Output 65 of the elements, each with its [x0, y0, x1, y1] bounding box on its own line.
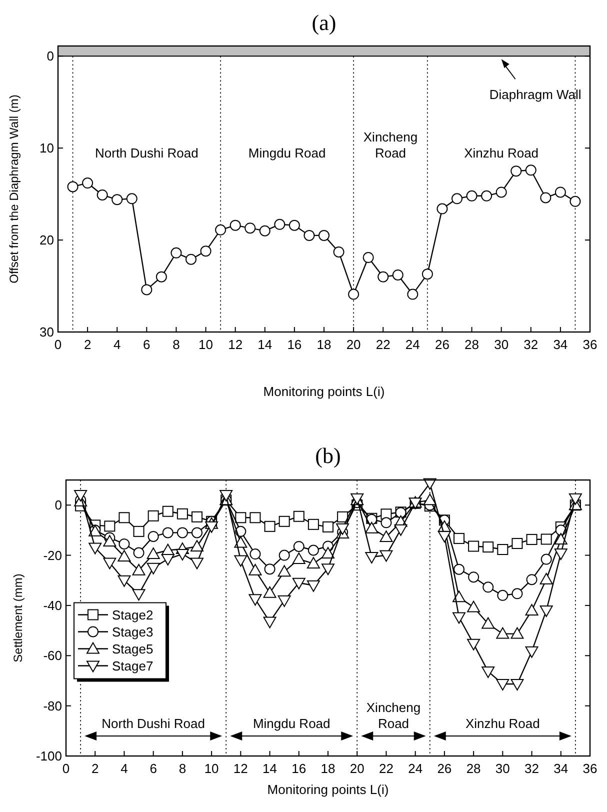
x-tick-label: 10 [204, 761, 219, 776]
x-tick-label: 36 [582, 761, 598, 776]
annotation: Diaphragm Wall [489, 87, 582, 102]
x-tick-label: 26 [437, 761, 452, 776]
x-tick-label: 8 [178, 761, 186, 776]
x-tick-label: 2 [84, 337, 92, 352]
x-tick-label: 2 [91, 761, 99, 776]
x-tick-label: 30 [494, 337, 509, 352]
annotation: Xincheng Road [363, 129, 418, 160]
x-tick-label: 34 [554, 761, 568, 776]
x-tick-label: 32 [524, 761, 540, 776]
x-tick-label: 14 [262, 761, 278, 776]
x-tick-label: 20 [346, 337, 361, 352]
y-tick-label: -60 [43, 648, 62, 664]
x-tick-label: 18 [320, 761, 336, 776]
x-tick-label: 28 [466, 761, 481, 776]
x-tick-label: 30 [495, 761, 510, 776]
x-tick-label: 4 [113, 337, 121, 352]
x-axis-title: Monitoring points L(i) [267, 782, 389, 797]
x-tick-label: 22 [378, 761, 394, 776]
x-tick-label: 28 [464, 337, 480, 352]
y-tick-label: -80 [43, 698, 62, 714]
x-tick-label: 24 [405, 337, 420, 352]
annotation: Mingdu Road [248, 145, 326, 160]
y-tick-label: -100 [36, 748, 62, 764]
x-axis-title: Monitoring points L(i) [263, 384, 385, 399]
legend-label: Stage7 [112, 658, 154, 674]
x-tick-label: 16 [292, 761, 306, 776]
annotation: North Dushi Road [102, 716, 205, 731]
x-tick-label: 24 [408, 761, 423, 776]
annotation: Xinzhu Road [464, 145, 539, 160]
x-tick-label: 8 [172, 337, 180, 352]
x-tick-label: 12 [233, 761, 248, 776]
chart-title: (a) [312, 10, 336, 35]
y-tick-label: 20 [40, 232, 54, 248]
x-tick-label: 12 [228, 337, 243, 352]
x-tick-label: 18 [316, 337, 332, 352]
x-tick-label: 34 [553, 337, 568, 352]
y-tick-label: 10 [40, 140, 54, 156]
annotation: North Dushi Road [95, 145, 198, 160]
annotation: Mingdu Road [252, 716, 330, 731]
x-tick-label: 4 [120, 761, 128, 776]
y-tick-label: 0 [54, 498, 62, 513]
annotation: Xinzhu Road [465, 716, 540, 731]
legend-label: Stage5 [112, 642, 154, 657]
x-tick-label: 16 [287, 337, 302, 352]
x-tick-label: 14 [258, 337, 272, 352]
x-tick-label: 26 [434, 337, 450, 352]
y-tick-label: 0 [46, 48, 54, 64]
legend-label: Stage2 [112, 608, 154, 623]
x-tick-label: 32 [524, 337, 538, 352]
x-tick-label: 6 [150, 761, 157, 776]
y-tick-label: -40 [43, 598, 62, 613]
chart-title: (b) [315, 443, 341, 468]
y-axis-title: Settlement (mm) [11, 574, 25, 662]
x-tick-label: 20 [350, 761, 364, 776]
y-axis-title: Offset from the Diaphragm Wall (m) [7, 94, 21, 284]
y-tick-label: -20 [43, 548, 62, 563]
legend-label: Stage3 [112, 624, 154, 640]
x-tick-label: 36 [582, 337, 598, 352]
x-tick-label: 22 [376, 337, 390, 352]
x-tick-label: 10 [198, 337, 214, 352]
annotation: Xincheng Road [366, 700, 421, 731]
y-tick-label: 30 [40, 324, 54, 340]
x-tick-label: 6 [143, 337, 150, 352]
